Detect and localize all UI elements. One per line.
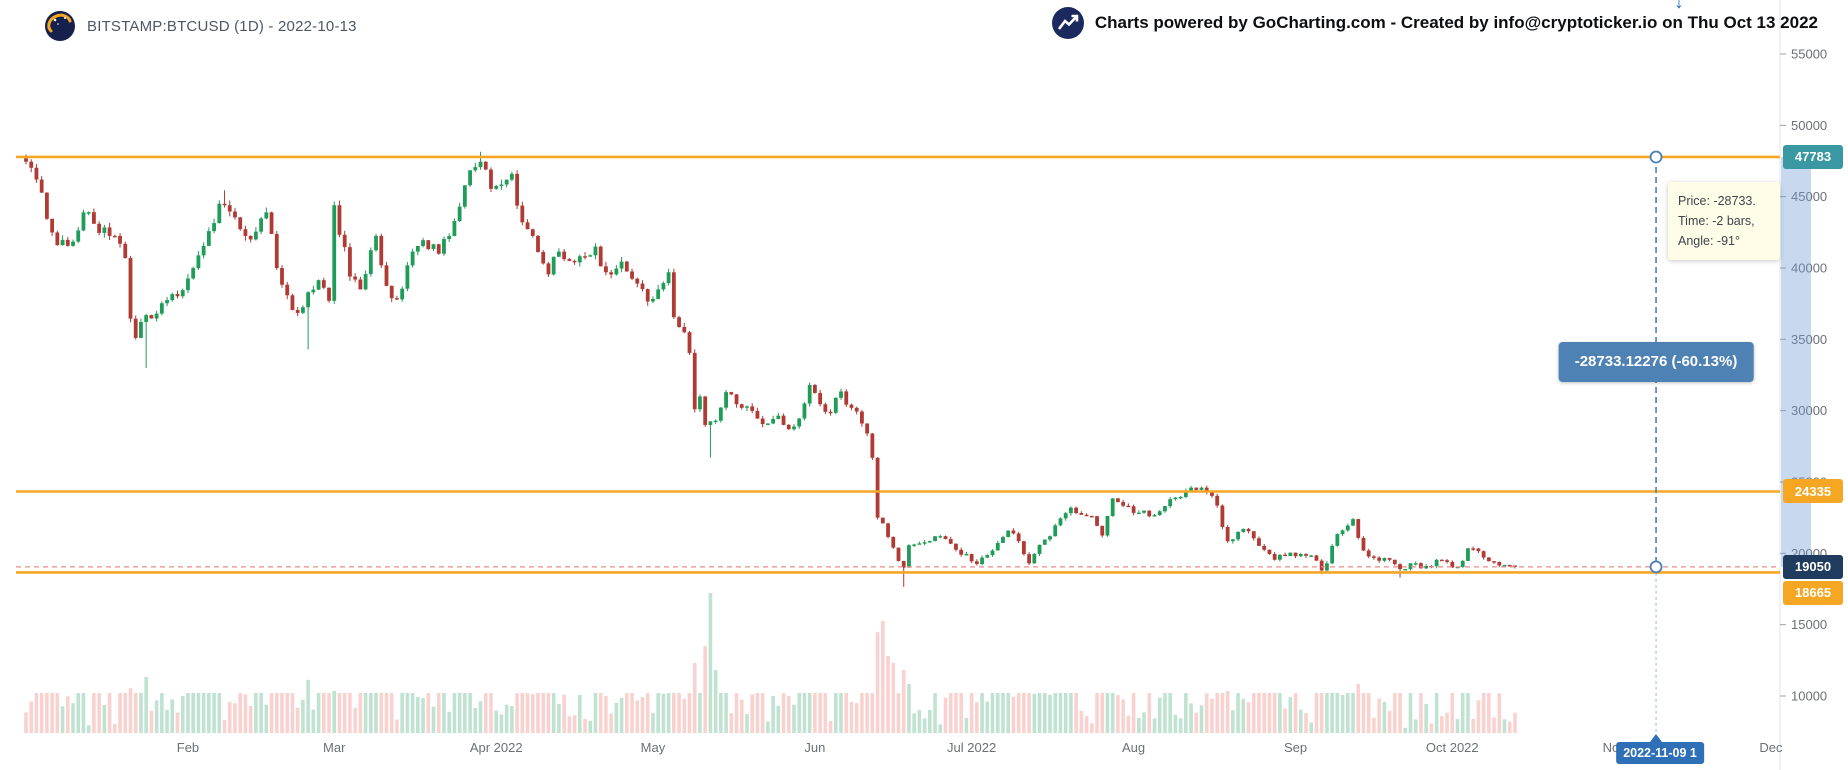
price-tick-label: 10000 bbox=[1791, 689, 1827, 704]
symbol-title: BITSTAMP:BTCUSD (1D) - 2022-10-13 bbox=[87, 17, 357, 35]
time-tick-label: Sep bbox=[1284, 740, 1307, 755]
measurement-endpoint[interactable] bbox=[1649, 560, 1663, 574]
volume-bars bbox=[24, 593, 1517, 733]
time-tick-label: Jun bbox=[804, 740, 825, 755]
price-badge-19050: 19050 bbox=[1783, 554, 1843, 579]
time-tick-label: Jul 2022 bbox=[947, 740, 996, 755]
candles bbox=[24, 151, 1517, 587]
measurement-label[interactable]: -28733.12276 (-60.13%) bbox=[1558, 341, 1754, 382]
date-badge: 2022-11-09 1 bbox=[1616, 742, 1704, 764]
header-left: BITSTAMP:BTCUSD (1D) - 2022-10-13 bbox=[44, 10, 357, 42]
measurement-tooltip: Price: -28733. Time: -2 bars, Angle: -91… bbox=[1668, 182, 1780, 260]
gocharting-logo bbox=[45, 11, 75, 41]
time-tick-label: May bbox=[641, 740, 666, 755]
tooltip-price-line: Price: -28733. bbox=[1678, 194, 1756, 208]
measurement-axis-band bbox=[1781, 156, 1811, 567]
time-tick-label: Feb bbox=[177, 740, 199, 755]
credit-text: Charts powered by GoCharting.com - Creat… bbox=[1094, 13, 1818, 32]
price-tick-label: 35000 bbox=[1791, 332, 1827, 347]
price-tick-label: 15000 bbox=[1791, 617, 1827, 632]
price-tick-label: 40000 bbox=[1791, 261, 1827, 276]
price-tick-label: 55000 bbox=[1791, 47, 1827, 62]
tooltip-time-line: Time: -2 bars, bbox=[1678, 214, 1755, 228]
time-tick-label: Apr 2022 bbox=[470, 740, 523, 755]
price-badge-18665: 18665 bbox=[1783, 580, 1843, 605]
time-tick-label: Oct 2022 bbox=[1426, 740, 1479, 755]
date-badge-pointer bbox=[1650, 734, 1663, 742]
tooltip-angle-line: Angle: -91° bbox=[1678, 234, 1740, 248]
time-tick-label: Aug bbox=[1122, 740, 1145, 755]
price-badge-47783: 47783 bbox=[1783, 144, 1843, 169]
header-right: Charts powered by GoCharting.com - Creat… bbox=[1051, 6, 1818, 40]
measurement-endpoint[interactable] bbox=[1649, 150, 1663, 164]
price-badge-24335: 24335 bbox=[1783, 479, 1843, 504]
price-tick-label: 50000 bbox=[1791, 118, 1827, 133]
price-tick-label: 30000 bbox=[1791, 403, 1827, 418]
price-tick-label: 45000 bbox=[1791, 189, 1827, 204]
time-tick-label: Dec bbox=[1759, 740, 1783, 755]
chart-line-icon bbox=[1051, 7, 1084, 39]
time-axis[interactable]: Feb Mar Apr 2022 May Jun Jul 2022 Aug Sep Oct 20… bbox=[177, 740, 1783, 755]
time-tick-label: Mar bbox=[323, 740, 346, 755]
horizontal-level-lines[interactable] bbox=[16, 155, 1780, 574]
range-handle-icon: ↕ bbox=[1674, 0, 1684, 13]
